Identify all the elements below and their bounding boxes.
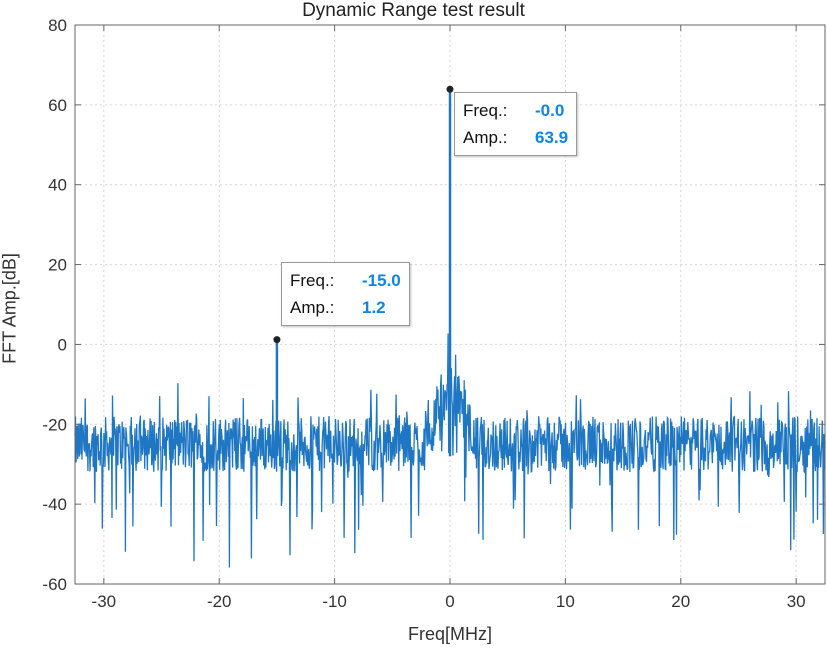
y-tick-label: 40 [48, 176, 67, 195]
y-tick-label: -40 [42, 495, 67, 514]
fft-series [74, 89, 826, 568]
datatip-freq-value: -15.0 [362, 271, 401, 290]
y-tick-label: 80 [48, 16, 67, 35]
chart-title: Dynamic Range test result [302, 0, 525, 21]
x-axis-label: Freq[MHz] [407, 624, 492, 644]
datatip-amp-label: Amp.: [290, 298, 335, 317]
y-tick-label: 0 [58, 335, 67, 354]
datatip-freq-label: Freq.: [463, 101, 508, 120]
x-tick-label: -10 [322, 592, 347, 611]
y-tick-label: 20 [48, 256, 67, 275]
x-tick-label: 10 [556, 592, 575, 611]
y-tick-label: -20 [42, 415, 67, 434]
datatip-spur[interactable]: Freq.: -15.0 Amp.: 1.2 [281, 262, 410, 326]
peak-point [446, 85, 454, 93]
x-tick-label: -30 [92, 592, 117, 611]
x-tick-label: 30 [787, 592, 806, 611]
datatip-amp-value: 1.2 [362, 298, 386, 317]
datatip-freq-label: Freq.: [290, 271, 335, 290]
x-tick-label: 0 [445, 592, 454, 611]
datatip-carrier[interactable]: Freq.: -0.0 Amp.: 63.9 [454, 92, 578, 156]
peak-point [273, 336, 281, 344]
x-tick-label: -20 [207, 592, 232, 611]
datatip-markers [273, 85, 454, 344]
y-tick-label: -60 [42, 575, 67, 594]
datatip-amp-value: 63.9 [535, 128, 569, 147]
datatip-amp-label: Amp.: [463, 128, 508, 147]
y-axis-label: FFT Amp.[dB] [0, 253, 20, 364]
axes: -30 -20 -10 0 10 20 30 -60 -40 -20 0 20 40 60 80 [42, 16, 826, 611]
datatip-freq-value: -0.0 [535, 101, 565, 120]
y-tick-label: 60 [48, 96, 67, 115]
x-tick-label: 20 [671, 592, 690, 611]
